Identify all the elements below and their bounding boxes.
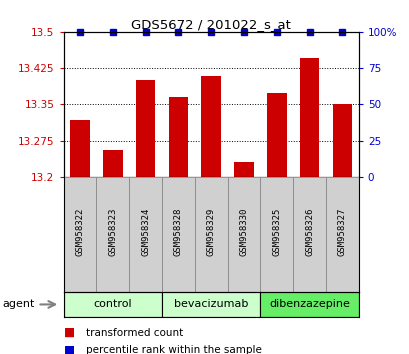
- Bar: [129, 177, 162, 292]
- Bar: [260, 292, 358, 317]
- Bar: [325, 177, 358, 292]
- Bar: [70, 120, 90, 177]
- Text: GSM958322: GSM958322: [75, 208, 84, 256]
- Text: GSM958328: GSM958328: [173, 208, 182, 256]
- Text: dibenzazepine: dibenzazepine: [268, 299, 349, 309]
- Text: agent: agent: [2, 299, 34, 309]
- Text: GSM958330: GSM958330: [239, 208, 248, 256]
- Bar: [201, 76, 220, 177]
- Text: transformed count: transformed count: [86, 328, 183, 338]
- Bar: [234, 161, 253, 177]
- Bar: [162, 292, 260, 317]
- Bar: [63, 177, 96, 292]
- Text: control: control: [93, 299, 132, 309]
- Text: GSM958324: GSM958324: [141, 208, 150, 256]
- Text: GSM958323: GSM958323: [108, 208, 117, 256]
- Text: GSM958329: GSM958329: [206, 208, 215, 256]
- Text: bevacizumab: bevacizumab: [173, 299, 248, 309]
- Bar: [96, 177, 129, 292]
- Text: GSM958326: GSM958326: [304, 208, 313, 256]
- Text: ■: ■: [63, 326, 74, 339]
- Bar: [135, 80, 155, 177]
- Bar: [266, 93, 286, 177]
- Bar: [162, 177, 194, 292]
- Bar: [194, 177, 227, 292]
- Bar: [332, 104, 351, 177]
- Title: GDS5672 / 201022_s_at: GDS5672 / 201022_s_at: [131, 18, 290, 31]
- Bar: [103, 150, 122, 177]
- Bar: [292, 177, 325, 292]
- Text: ■: ■: [63, 344, 74, 354]
- Text: GSM958327: GSM958327: [337, 208, 346, 256]
- Text: GSM958325: GSM958325: [272, 208, 281, 256]
- Bar: [63, 292, 162, 317]
- Bar: [260, 177, 292, 292]
- Bar: [299, 58, 319, 177]
- Bar: [168, 97, 188, 177]
- Text: percentile rank within the sample: percentile rank within the sample: [86, 346, 261, 354]
- Bar: [227, 177, 260, 292]
